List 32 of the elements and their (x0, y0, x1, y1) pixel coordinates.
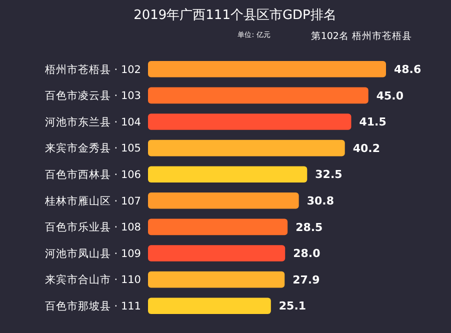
bar (148, 298, 271, 314)
data-label: 40.2 (352, 142, 380, 155)
y-tick-label: 来宾市金秀县 · 105 (44, 142, 141, 155)
data-label: 25.1 (278, 300, 306, 313)
text: 第102名 梧州市苍梧县 (310, 30, 412, 42)
data-label: 48.6 (394, 63, 422, 76)
y-tick-label: 河池市东兰县 · 104 (44, 115, 142, 128)
bar (148, 166, 308, 183)
chart-title: 2019年广西111个县区市GDP排名 (134, 8, 336, 23)
y-tick-label: 河池市凤山县 · 109 (44, 246, 141, 260)
bar (148, 192, 299, 209)
data-label: 28.0 (293, 247, 321, 260)
bar (148, 245, 286, 262)
data-label: 45.0 (376, 89, 404, 102)
bar (148, 140, 345, 156)
bar (148, 87, 368, 104)
y-tick-label: 桂林市雁山区 · 107 (44, 194, 141, 208)
data-label: 28.5 (296, 220, 323, 234)
bar (148, 114, 352, 130)
data-label: 30.8 (306, 194, 334, 208)
data-label: 32.5 (315, 168, 342, 182)
y-tick-label: 百色市乐业县 · 108 (44, 220, 141, 234)
y-tick-label: 梧州市苍梧县 · 102 (44, 62, 141, 76)
bar (148, 60, 386, 78)
y-tick-label: 来宾市合山市 · 110 (44, 273, 141, 286)
y-tick-label: 百色市那坡县 · 111 (44, 300, 141, 313)
y-tick-label: 百色市西林县 · 106 (44, 168, 142, 182)
y-tick-label: 百色市凌云县 · 103 (44, 89, 141, 102)
data-label: 27.9 (292, 273, 320, 286)
data-label: 41.5 (359, 116, 386, 129)
bar (148, 218, 288, 236)
bar (148, 271, 285, 288)
